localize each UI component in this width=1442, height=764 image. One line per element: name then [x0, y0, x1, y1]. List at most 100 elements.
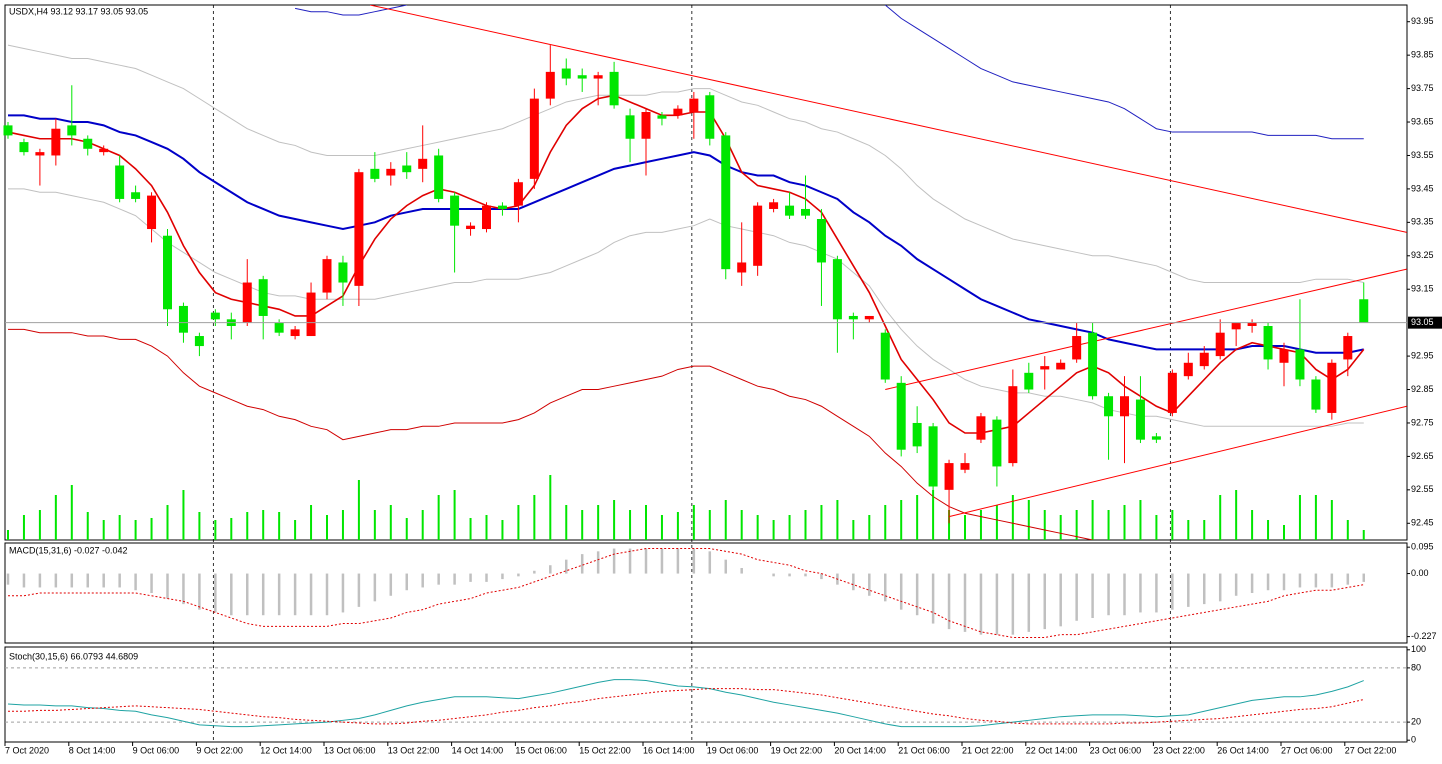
candle-body — [338, 262, 348, 283]
candle-body — [1359, 299, 1369, 323]
volume-bar — [724, 500, 727, 540]
candle-body — [689, 98, 699, 112]
candle-body — [1120, 396, 1129, 417]
volume-bar — [310, 505, 313, 540]
volume-bar — [437, 495, 440, 540]
candle-body — [960, 463, 970, 470]
y-tick-label: 100 — [1411, 644, 1426, 654]
candle-body — [147, 195, 157, 230]
volume-bar — [645, 505, 647, 540]
volume-bar — [916, 495, 919, 540]
candle-body — [51, 128, 61, 156]
x-tick-label: 16 Oct 14:00 — [643, 745, 695, 755]
indicator-line — [7, 44, 1364, 284]
volume-bar — [1059, 515, 1062, 540]
volume-bar — [38, 510, 41, 540]
y-tick-label: 92.85 — [1411, 384, 1434, 394]
volume-bar — [1330, 500, 1333, 540]
candle-body — [737, 262, 747, 273]
candle-body — [497, 205, 507, 209]
candle-body — [625, 115, 635, 139]
x-tick-label: 21 Oct 22:00 — [962, 745, 1014, 755]
y-tick-label: 0.095 — [1411, 542, 1434, 552]
volume-bar — [1251, 510, 1254, 540]
y-tick-label: 92.55 — [1411, 484, 1434, 494]
x-tick-label: 9 Oct 22:00 — [196, 745, 243, 755]
volume-bar — [708, 510, 711, 540]
x-tick-label: 15 Oct 22:00 — [579, 745, 631, 755]
y-tick-label: 93.75 — [1411, 83, 1434, 93]
candle-body — [370, 168, 380, 179]
x-tick-label: 13 Oct 06:00 — [324, 745, 376, 755]
volume-bar — [278, 512, 281, 540]
candle-body — [1056, 362, 1066, 370]
candle-body — [35, 152, 45, 156]
indicator-line — [8, 114, 1364, 354]
volume-bar — [692, 505, 695, 540]
candle-body — [290, 329, 300, 337]
candle-body — [864, 315, 874, 320]
candle-body — [386, 168, 396, 176]
candle-body — [1183, 362, 1193, 377]
volume-bar — [565, 505, 568, 540]
candle-body — [210, 312, 220, 320]
volume-bar — [501, 520, 504, 540]
candle-body — [1263, 326, 1273, 360]
candle-body — [1295, 349, 1305, 380]
candle-body — [1088, 332, 1098, 397]
candle-body — [641, 112, 651, 139]
volume-bar — [1203, 520, 1206, 540]
volume-bar — [772, 520, 775, 540]
volume-bar — [118, 515, 121, 540]
trend-line — [885, 268, 1407, 391]
candle-body — [577, 75, 587, 79]
candle-body — [450, 195, 460, 226]
candle-body — [769, 202, 779, 209]
candle-body — [1151, 436, 1161, 440]
candle-body — [258, 279, 268, 316]
volume-bar — [1075, 510, 1078, 540]
candle-body — [673, 108, 683, 116]
candle-body — [705, 95, 715, 139]
candle-body — [1199, 352, 1209, 367]
volume-bar — [1283, 525, 1285, 540]
y-tick-label: -0.227 — [1411, 631, 1437, 641]
candle-body — [1247, 322, 1257, 326]
volume-bar — [357, 480, 360, 540]
candle-body — [801, 208, 810, 216]
volume-bar — [421, 510, 424, 540]
candle-body — [593, 75, 603, 79]
candle-body — [561, 68, 571, 79]
stoch-panel — [4, 646, 1408, 743]
candle-body — [115, 165, 125, 199]
volume-bar — [581, 510, 584, 540]
volume-bar — [54, 495, 57, 540]
volume-bar — [198, 512, 201, 540]
candle-body — [832, 259, 842, 320]
candle-body — [1024, 372, 1034, 390]
volume-bar — [469, 518, 472, 540]
volume-bar — [22, 515, 25, 540]
candle-body — [1167, 372, 1177, 413]
volume-bar — [1298, 495, 1301, 540]
x-tick-label: 20 Oct 14:00 — [834, 745, 886, 755]
y-tick-label: 0 — [1411, 735, 1416, 745]
volume-bar — [7, 530, 9, 540]
y-tick-label: 93.45 — [1411, 183, 1434, 193]
candle-body — [418, 158, 428, 169]
x-tick-label: 27 Oct 06:00 — [1281, 745, 1333, 755]
candle-body — [402, 165, 412, 173]
macd-title: MACD(15,31,6) -0.027 -0.042 — [9, 545, 128, 555]
candle-body — [529, 98, 539, 179]
candle-body — [1311, 379, 1321, 410]
volume-bar — [1346, 520, 1349, 540]
candle-body — [466, 225, 476, 230]
volume-bar — [804, 510, 807, 540]
y-tick-label: 92.65 — [1411, 451, 1434, 461]
candle-body — [194, 336, 204, 347]
volume-bar — [389, 505, 392, 540]
volume-bar — [134, 520, 137, 540]
indicator-line — [7, 94, 1365, 434]
candle-body — [1343, 336, 1353, 360]
candle-body — [1008, 386, 1018, 464]
